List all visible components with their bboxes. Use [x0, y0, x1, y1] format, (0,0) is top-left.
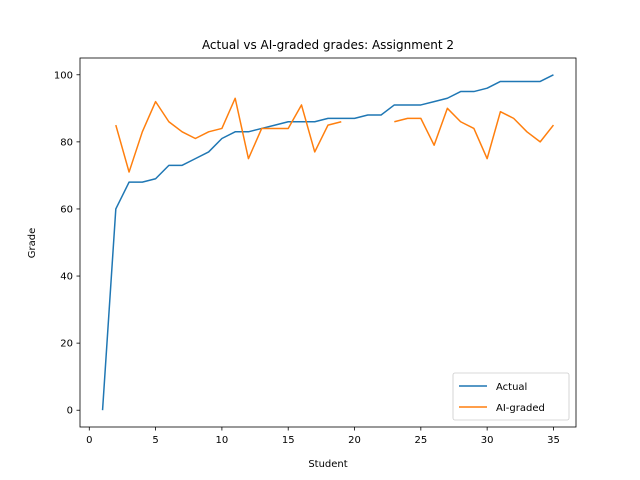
series-line-ai-graded: [115, 97, 555, 173]
chart-title: Actual vs AI-graded grades: Assignment 2: [202, 38, 454, 52]
y-tick-label: 60: [60, 204, 73, 215]
x-axis: 0 5 10 15 20 25 30 35: [86, 427, 560, 446]
legend-label: AI-graded: [496, 403, 545, 414]
series-line-actual: [101, 74, 554, 411]
legend-box: [452, 372, 570, 421]
y-tick-label: 100: [54, 70, 73, 81]
x-tick-label: 0: [86, 435, 92, 446]
series-layer: [101, 74, 555, 411]
y-axis: 0 20 40 60 80 100: [54, 70, 80, 417]
y-tick-label: 0: [67, 406, 73, 417]
x-tick-label: 5: [152, 435, 158, 446]
x-tick-label: 10: [216, 435, 229, 446]
x-tick-label: 25: [414, 435, 427, 446]
x-axis-label: Student: [308, 459, 347, 470]
y-tick-label: 80: [60, 137, 73, 148]
x-tick-label: 15: [282, 435, 295, 446]
plot-area: [79, 57, 577, 428]
y-axis-label: Grade: [27, 228, 38, 259]
plot-frame: [79, 57, 577, 428]
x-tick-label: 35: [547, 435, 560, 446]
x-tick-label: 20: [348, 435, 361, 446]
y-tick-label: 20: [60, 339, 73, 350]
x-tick-label: 30: [481, 435, 494, 446]
y-tick-label: 40: [60, 272, 73, 283]
legend-label: Actual: [496, 382, 527, 393]
legend: Actual AI-graded: [452, 372, 570, 421]
